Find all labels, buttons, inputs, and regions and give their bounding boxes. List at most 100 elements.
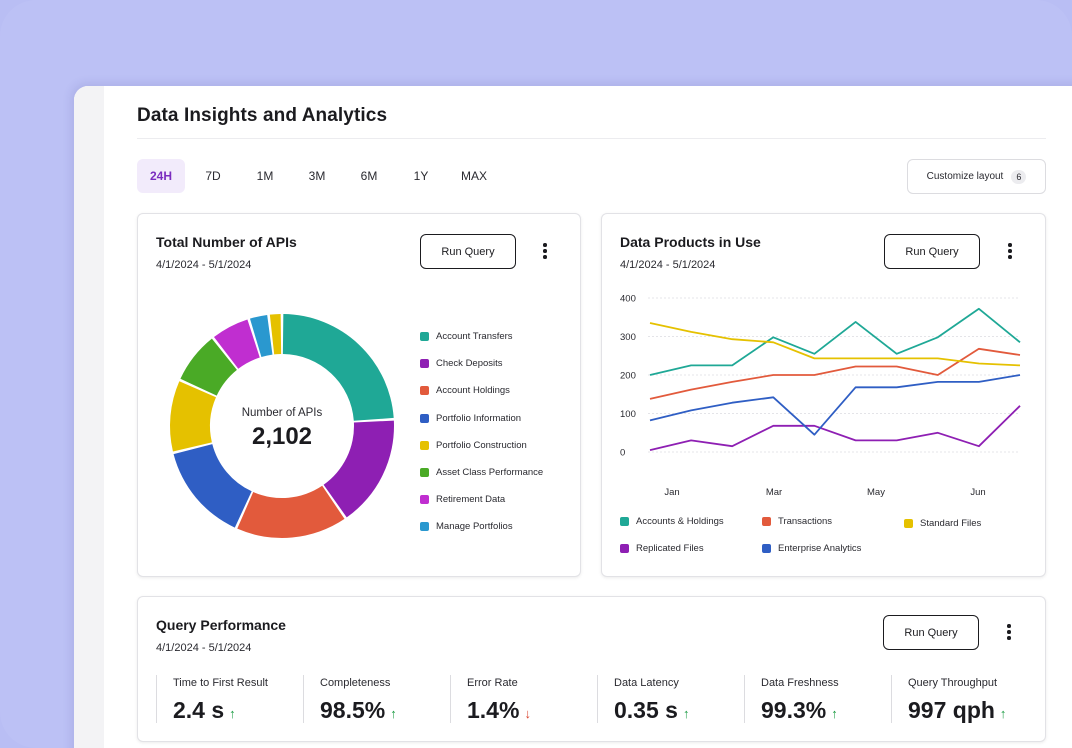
legend-swatch xyxy=(420,332,429,342)
donut-slice-portfolio-construction xyxy=(170,381,216,452)
performance-more-icon[interactable] xyxy=(1001,620,1017,644)
x-tick-label: Jun xyxy=(970,487,985,498)
apis-card-title: Total Number of APIs xyxy=(156,234,297,250)
customize-layout-label: Customize layout xyxy=(926,171,1004,182)
metric-label: Query Throughput xyxy=(908,677,998,689)
performance-card-title: Query Performance xyxy=(156,617,286,633)
legend-item-transactions: Transactions xyxy=(762,516,832,527)
range-tab-6m[interactable]: 6M xyxy=(360,169,378,183)
arrow-down-icon: ↓ xyxy=(524,706,531,721)
donut-slice-retirement-data xyxy=(213,319,260,369)
apis-card: Total Number of APIs 4/1/2024 - 5/1/2024… xyxy=(137,213,581,577)
metric-data-latency: Data Latency 0.35 s ↑ xyxy=(597,675,744,723)
legend-swatch xyxy=(420,413,429,423)
legend-label: Accounts & Holdings xyxy=(636,516,724,527)
legend-label: Retirement Data xyxy=(436,494,506,506)
range-tab-1y[interactable]: 1Y xyxy=(413,169,429,183)
performance-card: Query Performance 4/1/2024 - 5/1/2024 Ru… xyxy=(137,596,1046,742)
metric-query-throughput: Query Throughput 997 qph ↑ xyxy=(891,675,1038,723)
legend-item-accounts-holdings: Accounts & Holdings xyxy=(620,516,724,527)
products-card: Data Products in Use 4/1/2024 - 5/1/2024… xyxy=(601,213,1046,577)
legend-item-check-deposits: Check Deposits xyxy=(420,350,543,377)
donut-center-label: Number of APIs xyxy=(241,407,323,419)
legend-label: Account Holdings xyxy=(436,385,510,397)
legend-swatch xyxy=(762,517,771,526)
legend-swatch xyxy=(420,386,429,396)
time-range-tabs: 24H 7D 1M 3M 6M 1Y MAX xyxy=(137,159,503,193)
metric-value-wrap: 0.35 s ↑ xyxy=(614,697,689,724)
legend-swatch xyxy=(620,544,629,553)
range-tab-1m[interactable]: 1M xyxy=(256,169,274,183)
left-rail xyxy=(74,86,104,748)
metric-value: 98.5% xyxy=(320,697,386,723)
metrics-row: Time to First Result 2.4 s ↑ Completeness… xyxy=(156,675,1038,723)
donut-slice-account-transfers xyxy=(282,314,394,421)
legend-label: Manage Portfolios xyxy=(436,521,513,533)
legend-label: Standard Files xyxy=(920,518,982,529)
legend-item-portfolio-construction: Portfolio Construction xyxy=(420,432,543,459)
y-tick-label: 400 xyxy=(620,294,636,305)
donut-slice-extra xyxy=(269,314,282,355)
metric-value-wrap: 1.4% ↓ xyxy=(467,697,531,724)
apis-run-query-button[interactable]: Run Query xyxy=(420,234,516,269)
legend-swatch xyxy=(420,440,429,450)
arrow-up-icon: ↑ xyxy=(682,706,690,721)
series-line-replicated-files xyxy=(649,405,1021,451)
metric-value: 997 qph xyxy=(908,697,995,723)
series-line-accounts-holdings xyxy=(649,307,1021,376)
metric-time-to-first-result: Time to First Result 2.4 s ↑ xyxy=(156,675,303,723)
range-tab-24h[interactable]: 24H xyxy=(137,159,185,193)
performance-card-date: 4/1/2024 - 5/1/2024 xyxy=(156,642,252,654)
products-more-icon[interactable] xyxy=(1002,239,1018,263)
range-tab-3m[interactable]: 3M xyxy=(308,169,326,183)
y-tick-label: 300 xyxy=(620,332,636,343)
legend-item-account-transfers: Account Transfers xyxy=(420,323,543,350)
customize-layout-button[interactable]: Customize layout 6 xyxy=(907,159,1046,194)
legend-item-replicated-files: Replicated Files xyxy=(620,543,704,554)
title-divider xyxy=(137,138,1046,139)
legend-swatch xyxy=(420,359,429,369)
legend-item-enterprise-analytics: Enterprise Analytics xyxy=(762,543,861,554)
legend-label: Check Deposits xyxy=(436,358,503,370)
legend-label: Asset Class Performance xyxy=(436,467,544,479)
y-tick-label: 200 xyxy=(620,371,636,382)
series-line-transactions xyxy=(649,347,1021,400)
legend-label: Account Transfers xyxy=(436,331,513,343)
legend-label: Replicated Files xyxy=(636,543,704,554)
legend-item-portfolio-information: Portfolio Information xyxy=(420,405,543,432)
products-run-query-button[interactable]: Run Query xyxy=(884,234,980,269)
legend-item-asset-class-performance: Asset Class Performance xyxy=(420,459,543,486)
metric-label: Data Freshness xyxy=(761,677,839,689)
legend-swatch xyxy=(620,517,629,526)
apis-card-date: 4/1/2024 - 5/1/2024 xyxy=(156,259,252,271)
metric-label: Completeness xyxy=(320,677,391,689)
legend-swatch xyxy=(420,495,429,505)
legend-label: Enterprise Analytics xyxy=(778,543,862,554)
arrow-up-icon: ↑ xyxy=(229,706,236,721)
arrow-up-icon: ↑ xyxy=(390,706,397,721)
metric-label: Time to First Result xyxy=(173,677,268,689)
metric-data-freshness: Data Freshness 99.3% ↑ xyxy=(744,675,891,723)
apis-more-icon[interactable] xyxy=(537,239,553,263)
series-line-standard-files xyxy=(649,322,1021,367)
customize-count-badge: 6 xyxy=(1011,169,1027,184)
dashboard-content: Data Insights and Analytics 24H 7D 1M 3M… xyxy=(137,86,1046,748)
performance-run-query-button[interactable]: Run Query xyxy=(883,615,979,650)
y-tick-label: 0 xyxy=(620,448,625,459)
range-tab-max[interactable]: MAX xyxy=(461,169,488,183)
metric-completeness: Completeness 98.5% ↑ xyxy=(303,675,450,723)
legend-swatch xyxy=(420,468,429,478)
legend-item-account-holdings: Account Holdings xyxy=(420,377,543,404)
apis-donut-chart xyxy=(170,314,394,538)
metric-value: 2.4 s xyxy=(173,697,225,723)
donut-slice-account-holdings xyxy=(237,485,345,538)
donut-slice-portfolio-information xyxy=(173,444,252,528)
legend-swatch xyxy=(904,519,913,528)
metric-value-wrap: 997 qph ↑ xyxy=(908,697,1006,724)
metric-value-wrap: 98.5% ↑ xyxy=(320,697,397,724)
metric-label: Data Latency xyxy=(614,677,679,689)
metric-value-wrap: 2.4 s ↑ xyxy=(173,697,236,724)
range-tab-7d[interactable]: 7D xyxy=(205,169,221,183)
products-line-chart: 0 100 200 300 400 Jan Mar May Jun xyxy=(620,294,1021,498)
x-tick-label: Jan xyxy=(664,487,679,498)
